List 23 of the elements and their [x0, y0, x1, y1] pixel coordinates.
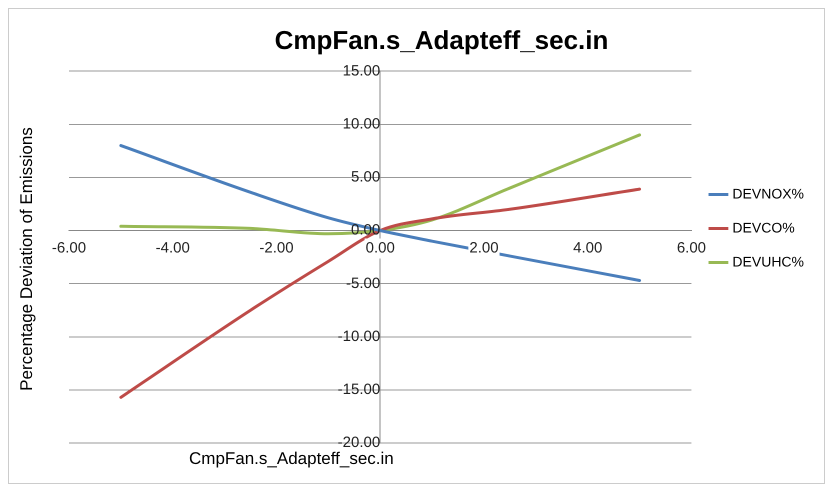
x-tick-label: -4.00 [156, 240, 190, 257]
y-tick-label: -10.00 [338, 328, 380, 345]
x-tick-label: 0.00 [366, 240, 395, 257]
y-axis-title: Percentage Deviation of Emissions [17, 127, 37, 391]
line-series [119, 133, 642, 236]
y-tick-label: 15.00 [342, 62, 380, 80]
legend-label: DEVUHC% [732, 253, 804, 270]
y-tick-label: 5.00 [351, 168, 380, 186]
y-tick-label: -20.00 [338, 434, 380, 452]
x-tick-label: 2.00 [469, 240, 499, 257]
y-tick-label: 0.00 [351, 222, 380, 239]
line-series [119, 188, 642, 399]
chart-title: CmpFan.s_Adapteff_sec.in [274, 24, 608, 55]
legend-label: DEVCO% [732, 219, 795, 236]
legend-label: DEVNOX% [732, 185, 804, 202]
x-tick-label: 4.00 [573, 240, 602, 257]
x-tick-label: -6.00 [52, 240, 86, 257]
x-axis-title: CmpFan.s_Adapteff_sec.in [189, 449, 394, 469]
x-tick-label: 6.00 [676, 240, 706, 257]
y-tick-label: 10.00 [342, 115, 380, 132]
x-tick-label: -2.00 [259, 240, 294, 257]
y-tick-label: -5.00 [346, 274, 380, 292]
y-tick-label: -15.00 [338, 381, 380, 398]
